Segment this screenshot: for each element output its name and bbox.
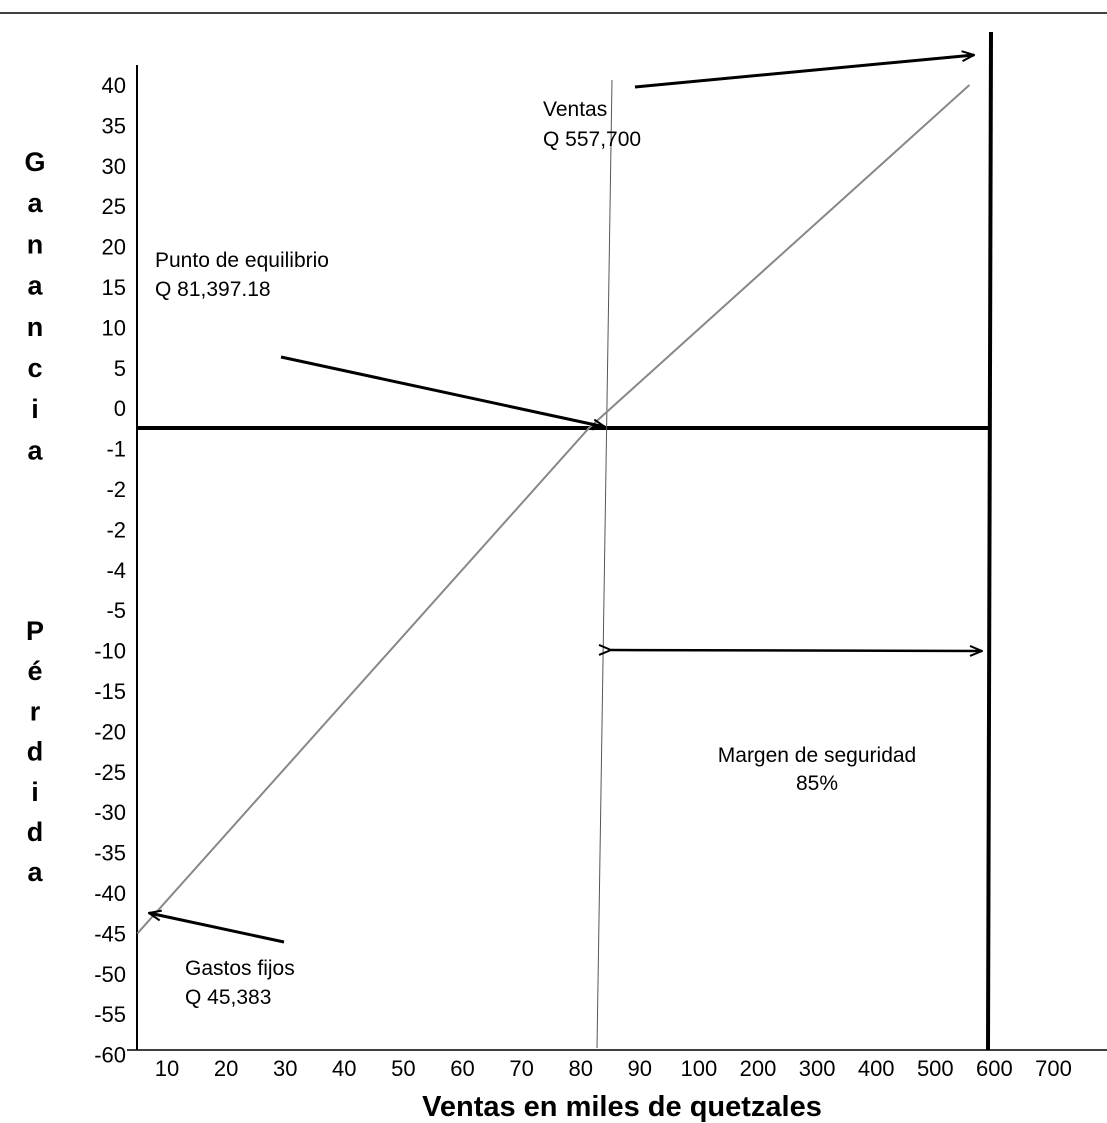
y-tick-label: -10 (94, 639, 126, 664)
x-tick-labels: 10 20 30 40 50 60 70 80 90 100 200 300 400 500 600 700 (155, 1056, 1072, 1081)
sales-vertical (986, 31, 993, 1051)
y-tick-label: -35 (94, 841, 126, 866)
equilibrio-value: Q 81,397.18 (155, 278, 271, 301)
y-tick-label: -55 (94, 1002, 126, 1027)
y-tick-labels: 40 35 30 25 20 15 10 5 0 -1 -2 -2 -4 -5 -10 -15 -20 -25 -3… (94, 73, 126, 1068)
ylabel-letter: a (27, 271, 43, 301)
y-tick-label: 0 (114, 396, 126, 421)
y-tick-label: -60 (94, 1043, 126, 1068)
gastos-label: Gastos fijos (185, 957, 295, 980)
ylabel-letter: G (24, 147, 45, 177)
ylabel-letter: i (31, 777, 39, 807)
y-tick-label: -2 (106, 517, 126, 542)
ventas-value: Q 557,700 (543, 128, 641, 151)
ylabel-letter: i (31, 394, 39, 424)
break-even-vertical (596, 79, 613, 1049)
y-tick-label: -2 (106, 477, 126, 502)
ylabel-letter: P (26, 616, 44, 646)
ylabel-letter: d (27, 817, 44, 847)
y-tick-label: -15 (94, 679, 126, 704)
y-tick-label: 30 (102, 154, 126, 179)
x-tick-label: 200 (740, 1056, 777, 1081)
x-tick-label: 300 (799, 1056, 836, 1081)
x-tick-label: 60 (450, 1056, 474, 1081)
ylabel-letter: a (27, 188, 43, 218)
y-tick-label: -45 (94, 921, 126, 946)
x-tick-label: 500 (917, 1056, 954, 1081)
x-tick-label: 700 (1035, 1056, 1072, 1081)
x-tick-label: 400 (858, 1056, 895, 1081)
x-axis-title: Ventas en miles de quetzales (422, 1091, 822, 1123)
margen-arrow (611, 650, 982, 651)
y-tick-label: -4 (106, 558, 126, 583)
x-tick-label: 600 (976, 1056, 1013, 1081)
ylabel-letter: a (27, 857, 43, 887)
x-tick-label: 70 (509, 1056, 533, 1081)
gastos-value: Q 45,383 (185, 986, 271, 1009)
x-tick-label: 80 (568, 1056, 592, 1081)
equilibrio-arrow (280, 355, 605, 427)
equilibrio-label: Punto de equilibrio (155, 249, 329, 272)
margen-label: Margen de seguridad (718, 744, 916, 767)
x-tick-label: 30 (273, 1056, 297, 1081)
y-tick-label: 40 (102, 73, 126, 98)
y-tick-label: -1 (106, 437, 126, 462)
y-tick-label: -30 (94, 800, 126, 825)
x-tick-label: 100 (681, 1056, 718, 1081)
y-tick-label: -5 (106, 598, 126, 623)
y-tick-label: 5 (114, 356, 126, 381)
x-tick-label: 20 (214, 1056, 238, 1081)
ylabel-letter: é (27, 656, 42, 686)
margen-value: 85% (796, 772, 838, 795)
y-tick-label: 15 (102, 275, 126, 300)
ylabel-letter: d (27, 737, 44, 767)
ylabel-letter: a (27, 435, 43, 465)
x-tick-label: 50 (391, 1056, 415, 1081)
y-tick-label: -40 (94, 881, 126, 906)
ylabel-letter: c (27, 353, 42, 383)
y-tick-label: 25 (102, 194, 126, 219)
ventas-arrow (634, 55, 974, 89)
y-tick-label: -20 (94, 719, 126, 744)
ylabel-letter: r (30, 696, 41, 726)
x-tick-label: 40 (332, 1056, 356, 1081)
y-tick-label: 10 (102, 315, 126, 340)
y-tick-label: 35 (102, 113, 126, 138)
x-tick-label: 10 (155, 1056, 179, 1081)
x-tick-label: 90 (628, 1056, 652, 1081)
ventas-label: Ventas (543, 98, 607, 121)
ylabel-letter: n (27, 312, 44, 342)
y-tick-label: -50 (94, 962, 126, 987)
profit-line (136, 84, 971, 935)
gastos-arrow (149, 913, 285, 944)
y-tick-label: 20 (102, 235, 126, 260)
y-tick-label: -25 (94, 760, 126, 785)
ylabel-letter: n (27, 229, 44, 259)
